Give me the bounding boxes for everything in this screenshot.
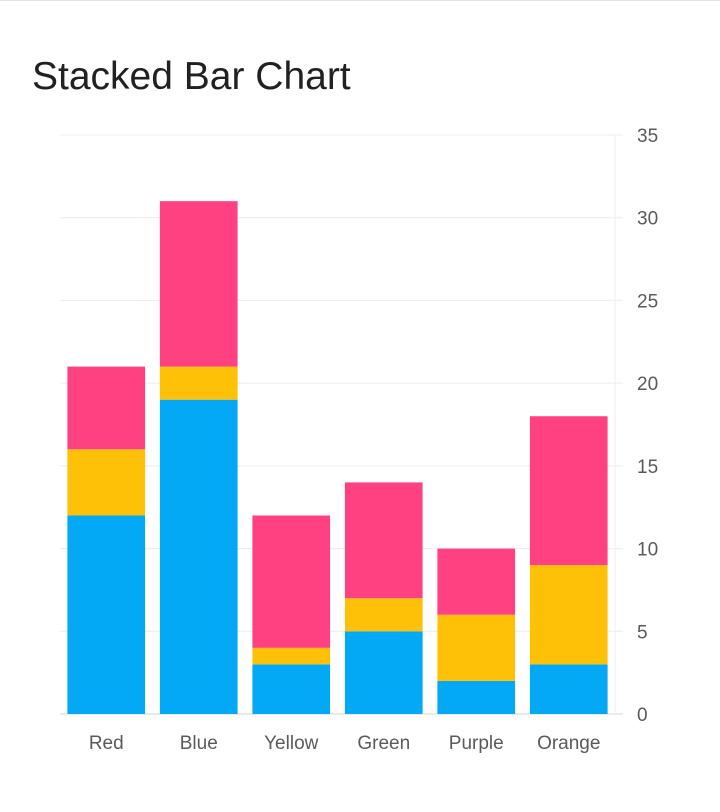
bar-segment-purple-2[interactable] [437,614,516,681]
y-tick-label: 35 [637,126,658,147]
y-tick-label: 20 [637,374,658,395]
bar-segment-yellow-3[interactable] [252,515,331,648]
x-category-label: Purple [449,733,504,754]
x-axis: Red Blue Yellow Green Purple Orange [89,733,601,754]
y-tick-label: 30 [637,209,658,230]
bar-segment-orange-2[interactable] [529,565,608,665]
grid-lines [60,134,623,715]
x-category-label: Red [89,733,124,754]
bar-segment-red-2[interactable] [67,449,146,516]
bar-stacks [67,201,608,714]
bar-segment-yellow-2[interactable] [252,647,331,665]
y-tick-label: 15 [637,457,658,478]
x-category-label: Yellow [264,733,319,754]
y-axis: 0 5 10 15 20 25 30 35 [614,126,658,726]
bar-segment-green-3[interactable] [344,482,423,599]
bar-segment-blue-3[interactable] [159,201,238,367]
top-border [0,0,720,1]
bar-segment-red-1[interactable] [67,515,146,714]
chart-title: Stacked Bar Chart [32,55,351,98]
y-tick-label: 0 [637,705,648,726]
y-tick-label: 5 [637,622,648,643]
bar-segment-orange-3[interactable] [529,416,608,566]
bar-segment-purple-3[interactable] [437,548,516,615]
bar-segment-blue-2[interactable] [159,366,238,400]
bar-segment-purple-1[interactable] [437,680,516,714]
bar-segment-yellow-1[interactable] [252,664,331,714]
x-category-label: Orange [537,733,600,754]
y-tick-label: 25 [637,291,658,312]
x-category-label: Blue [180,733,218,754]
y-tick-label: 10 [637,540,658,561]
bar-segment-orange-1[interactable] [529,664,608,714]
bar-segment-green-2[interactable] [344,598,423,632]
bar-segment-green-1[interactable] [344,631,423,714]
bar-segment-blue-1[interactable] [159,399,238,714]
bar-segment-red-3[interactable] [67,366,146,450]
x-category-label: Green [357,733,410,754]
